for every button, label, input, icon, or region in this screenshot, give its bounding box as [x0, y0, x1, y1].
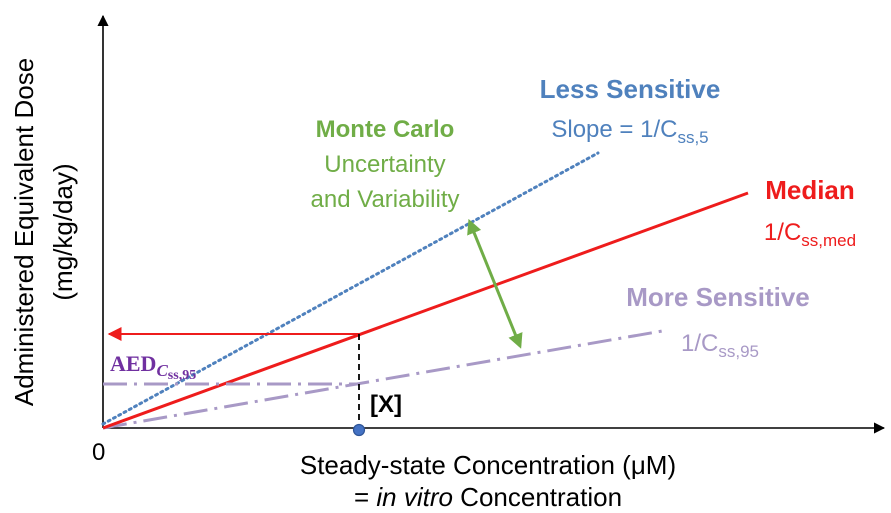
- more-sensitive-slope: 1/Css,95: [681, 330, 759, 361]
- median-line: [102, 191, 749, 430]
- x-axis-label-line1: Steady-state Concentration (μM): [300, 450, 676, 480]
- variability-double-arrow: [467, 218, 523, 349]
- median-slope: 1/Css,med: [764, 219, 856, 250]
- x-axis-label-line2: = in vitro Concentration: [354, 482, 622, 512]
- less-sensitive-line: [101, 151, 600, 426]
- monte-carlo-line3: and Variability: [311, 186, 460, 213]
- y-axis-label-line2: (mg/kg/day): [48, 163, 78, 300]
- more-sensitive-line: [102, 328, 669, 430]
- aed-label: AEDCss,95: [110, 351, 196, 383]
- median-title: Median: [765, 175, 855, 205]
- less-sensitive-slope: Slope = 1/Css,5: [551, 116, 708, 147]
- monte-carlo-title: Monte Carlo: [316, 116, 455, 143]
- less-sensitive-title: Less Sensitive: [540, 74, 721, 104]
- monte-carlo-line2: Uncertainty: [324, 151, 445, 178]
- origin-label: 0: [92, 439, 105, 466]
- concentration-point: [352, 423, 366, 437]
- y-axis-label-line1: Administered Equivalent Dose: [9, 58, 39, 406]
- x-marker-label: [X]: [370, 391, 402, 418]
- more-sensitive-title: More Sensitive: [626, 282, 810, 312]
